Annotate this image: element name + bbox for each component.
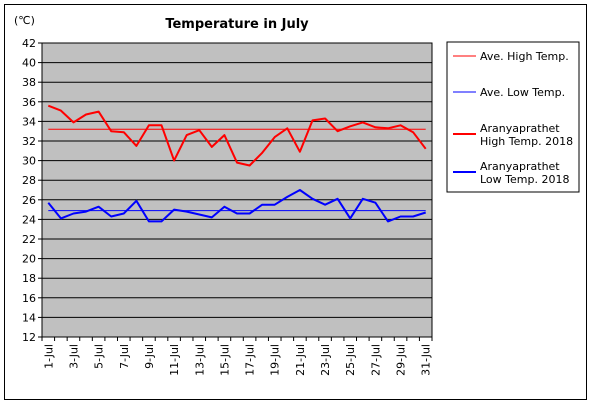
y-tick-label: 16 [22, 292, 36, 305]
x-tick-label: 31-Jul [420, 344, 433, 376]
x-tick-label: 23-Jul [319, 344, 332, 376]
unit-label: (℃) [14, 14, 35, 27]
series-line-3 [47, 189, 427, 223]
x-tick-label: 9-Jul [143, 344, 156, 369]
x-axis-ticks: 1-Jul 3-Jul 5-Jul 7-Jul 9-Jul 11-Jul 13-Jul 15-… [41, 337, 433, 376]
legend-label-3: Low Temp. 2018 [480, 173, 569, 186]
x-tick-label: 3-Jul [67, 344, 80, 369]
legend-label-3: Aranyaprathet [480, 160, 560, 173]
x-tick-label: 7-Jul [118, 344, 131, 369]
y-tick-label: 30 [22, 155, 36, 168]
y-tick-label: 24 [22, 213, 36, 226]
y-tick-label: 38 [22, 76, 36, 89]
x-tick-label: 5-Jul [93, 344, 106, 369]
y-tick-label: 42 [22, 37, 36, 50]
legend-label-2: Aranyaprathet [480, 122, 560, 135]
x-tick-label: 29-Jul [395, 344, 408, 376]
legend-label-2: High Temp. 2018 [480, 135, 573, 148]
y-axis-ticks: 12 14 16 18 20 22 24 26 28 30 32 34 36 38 40 42 [22, 37, 42, 344]
y-tick-label: 12 [22, 331, 36, 344]
x-tick-label: 11-Jul [168, 344, 181, 376]
x-tick-label: 15-Jul [218, 344, 231, 376]
y-tick-label: 40 [22, 57, 36, 70]
y-tick-label: 22 [22, 233, 36, 246]
x-tick-label: 19-Jul [269, 344, 282, 376]
y-tick-label: 36 [22, 96, 36, 109]
legend-box [446, 41, 580, 193]
x-tick-label: 13-Jul [193, 344, 206, 376]
x-tick-label: 1-Jul [42, 344, 55, 369]
x-tick-label: 25-Jul [344, 344, 357, 376]
y-tick-label: 18 [22, 272, 36, 285]
chart-title: Temperature in July [165, 17, 309, 32]
legend-label-1: Ave. Low Temp. [480, 86, 565, 99]
series-lines [47, 104, 427, 223]
plot-area [41, 42, 433, 338]
y-tick-label: 14 [22, 311, 36, 324]
y-tick-label: 34 [22, 115, 36, 128]
x-tick-label: 17-Jul [244, 344, 257, 376]
y-tick-label: 32 [22, 135, 36, 148]
legend: Ave. High Temp. Ave. Low Temp. Aranyaprath… [453, 50, 573, 186]
y-tick-label: 26 [22, 194, 36, 207]
y-tick-label: 20 [22, 253, 36, 266]
legend-label-0: Ave. High Temp. [480, 50, 569, 63]
x-tick-label: 27-Jul [369, 344, 382, 376]
x-tick-label: 21-Jul [294, 344, 307, 376]
y-tick-label: 28 [22, 174, 36, 187]
series-line-2 [47, 104, 427, 167]
